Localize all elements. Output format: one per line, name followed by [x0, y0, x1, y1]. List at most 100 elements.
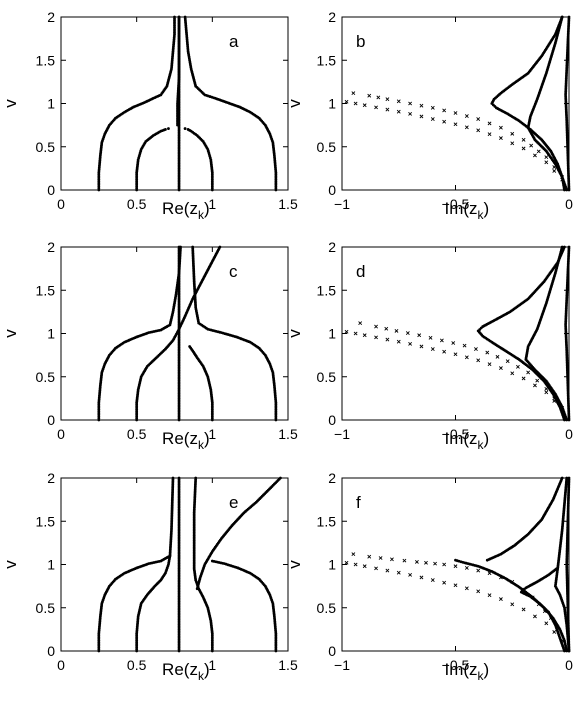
panel-e: 0 0.5 1 1.5 0 0.5 1 1.5 2 Re(zk) v e: [1, 470, 298, 683]
series-2: [524, 245, 569, 422]
data-point: [417, 333, 422, 338]
data-point: [430, 578, 435, 582]
data-point: [177, 245, 181, 249]
series-3: [564, 15, 571, 192]
panel-letter: d: [356, 262, 365, 281]
y-tick-label: 0.5: [317, 139, 337, 155]
y-axis-label: v: [285, 99, 304, 108]
x-tick-label: 1: [208, 426, 216, 442]
y-tick-label: 0: [328, 412, 336, 428]
series-5: [177, 245, 181, 422]
data-point: [521, 137, 526, 142]
x-axis-label-main: Im(z: [444, 429, 477, 448]
data-point: [453, 583, 458, 588]
data-point: [476, 117, 481, 121]
x-axis-label-close: ): [484, 199, 490, 218]
y-axis-label: v: [1, 329, 20, 338]
data-point: [526, 370, 531, 375]
y-tick-label: 1.5: [36, 282, 56, 298]
data-point: [177, 476, 181, 480]
data-points: [344, 476, 571, 653]
x-tick-label: 0: [565, 196, 573, 212]
y-tick-label: 2: [328, 470, 336, 486]
data-points: [344, 15, 571, 192]
data-point: [544, 386, 549, 391]
data-point: [560, 15, 564, 19]
data-point: [535, 378, 540, 383]
y-tick-label: 0: [47, 643, 55, 659]
data-point: [487, 593, 492, 598]
x-tick-label: −0.5: [442, 196, 470, 212]
series-1: [97, 245, 182, 422]
data-point: [442, 349, 447, 354]
data-point: [476, 568, 481, 573]
data-point: [563, 245, 566, 249]
panel-letter: f: [356, 493, 361, 512]
data-point: [374, 335, 378, 340]
x-tick-label: 1.5: [278, 657, 298, 673]
series-4: [188, 345, 214, 422]
x-tick-label: 0: [565, 657, 573, 673]
data-point: [210, 559, 214, 563]
x-tick-label: 0: [57, 657, 65, 673]
data-point: [533, 614, 537, 619]
panel-letter: a: [229, 32, 239, 51]
series-3: [135, 554, 172, 653]
y-tick-label: 2: [47, 9, 55, 25]
data-point: [505, 359, 510, 364]
data-point: [560, 177, 565, 182]
data-point: [367, 554, 372, 559]
data-point: [396, 109, 401, 114]
x-axis-label: Re(zk): [162, 660, 210, 683]
data-point: [194, 476, 198, 480]
x-tick-label: −0.5: [442, 657, 470, 673]
x-axis-label-main: Re(z: [162, 660, 198, 679]
data-point: [439, 338, 444, 343]
data-point: [430, 105, 435, 110]
x-tick-label: 0: [565, 426, 573, 442]
x-axis-label: Re(zk): [162, 199, 210, 222]
y-tick-label: 0.5: [36, 139, 56, 155]
x-axis-label: Im(zk): [444, 429, 489, 452]
data-point: [476, 589, 481, 594]
data-point: [542, 609, 547, 614]
data-point: [487, 132, 492, 137]
panel-letter: b: [356, 32, 365, 51]
panel-letter: e: [229, 493, 238, 512]
x-axis-label: Im(zk): [444, 199, 489, 222]
y-tick-label: 0.5: [317, 369, 337, 385]
data-point: [510, 579, 515, 584]
data-point: [495, 354, 500, 359]
data-point: [453, 564, 458, 569]
data-point: [351, 552, 356, 557]
data-point: [453, 111, 458, 115]
data-point: [374, 105, 378, 110]
data-point: [560, 245, 564, 249]
data-point: [462, 343, 467, 348]
data-point: [544, 390, 549, 395]
y-tick-label: 1: [47, 557, 55, 573]
x-axis-label: Re(zk): [162, 429, 210, 452]
series-2: [210, 559, 278, 653]
data-point: [567, 15, 571, 19]
data-point: [183, 127, 187, 130]
series-1: [97, 476, 175, 653]
series-6: [176, 15, 181, 127]
data-point: [498, 125, 503, 130]
data-point: [408, 101, 413, 106]
data-point: [218, 245, 222, 249]
y-tick-label: 1: [47, 326, 55, 342]
data-point: [476, 358, 481, 363]
data-point: [367, 93, 372, 98]
data-point: [521, 146, 526, 151]
y-tick-label: 1: [328, 326, 336, 342]
data-point: [453, 122, 458, 127]
x-tick-label: 0.5: [127, 426, 147, 442]
data-point: [177, 15, 181, 19]
data-point: [498, 575, 503, 580]
data-point: [419, 344, 424, 349]
data-point: [544, 160, 549, 165]
data-point: [396, 339, 401, 344]
x-tick-label: −0.5: [442, 426, 470, 442]
